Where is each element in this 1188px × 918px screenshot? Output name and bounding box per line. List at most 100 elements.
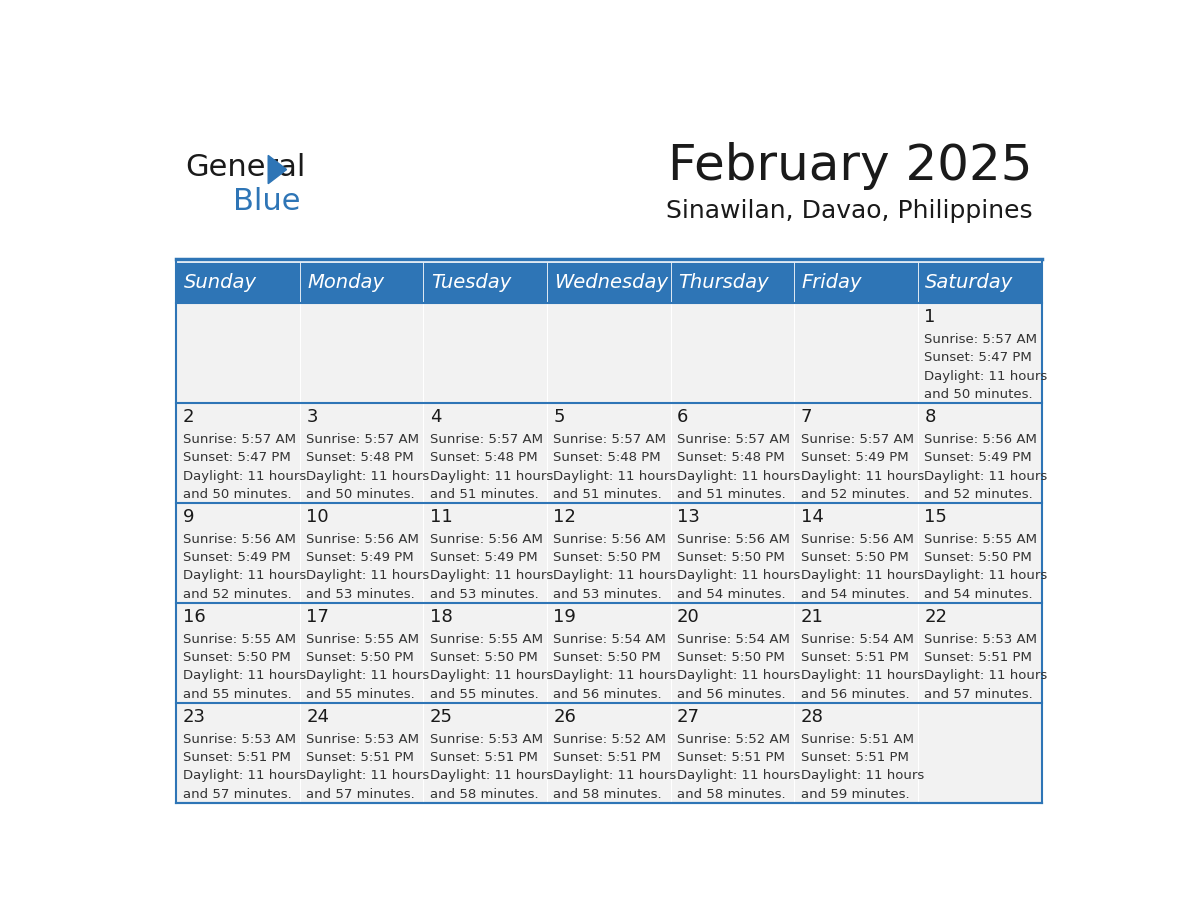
Text: 10: 10	[307, 508, 329, 526]
Text: and 56 minutes.: and 56 minutes.	[554, 688, 662, 700]
Text: Daylight: 11 hours: Daylight: 11 hours	[924, 469, 1048, 483]
Text: February 2025: February 2025	[668, 142, 1032, 190]
Text: 11: 11	[430, 508, 453, 526]
Text: 23: 23	[183, 708, 206, 726]
Text: Sunset: 5:48 PM: Sunset: 5:48 PM	[554, 451, 661, 465]
Text: and 54 minutes.: and 54 minutes.	[677, 588, 785, 601]
Text: and 52 minutes.: and 52 minutes.	[924, 487, 1034, 501]
Text: Sunset: 5:48 PM: Sunset: 5:48 PM	[677, 451, 785, 465]
Text: Sunrise: 5:56 AM: Sunrise: 5:56 AM	[924, 432, 1037, 446]
Text: Sunrise: 5:57 AM: Sunrise: 5:57 AM	[924, 333, 1037, 346]
FancyBboxPatch shape	[795, 603, 918, 703]
Text: Sunrise: 5:54 AM: Sunrise: 5:54 AM	[677, 633, 790, 645]
FancyBboxPatch shape	[299, 703, 423, 803]
Text: and 50 minutes.: and 50 minutes.	[307, 487, 415, 501]
Text: Sunset: 5:50 PM: Sunset: 5:50 PM	[307, 651, 413, 664]
FancyBboxPatch shape	[671, 303, 795, 403]
Text: Sunset: 5:50 PM: Sunset: 5:50 PM	[801, 551, 909, 564]
FancyBboxPatch shape	[918, 403, 1042, 503]
Text: 14: 14	[801, 508, 823, 526]
Text: 19: 19	[554, 608, 576, 626]
Text: Sunrise: 5:55 AM: Sunrise: 5:55 AM	[183, 633, 296, 645]
Text: 4: 4	[430, 408, 441, 426]
Text: Sunset: 5:51 PM: Sunset: 5:51 PM	[801, 751, 909, 764]
Text: Daylight: 11 hours: Daylight: 11 hours	[677, 469, 801, 483]
Text: Sunset: 5:49 PM: Sunset: 5:49 PM	[307, 551, 413, 564]
Text: Blue: Blue	[233, 186, 301, 216]
Text: and 52 minutes.: and 52 minutes.	[183, 588, 291, 601]
Text: and 53 minutes.: and 53 minutes.	[307, 588, 415, 601]
FancyBboxPatch shape	[299, 403, 423, 503]
Polygon shape	[268, 155, 286, 184]
Text: and 54 minutes.: and 54 minutes.	[801, 588, 909, 601]
Text: and 58 minutes.: and 58 minutes.	[677, 788, 785, 800]
Text: Daylight: 11 hours: Daylight: 11 hours	[430, 469, 554, 483]
Text: Daylight: 11 hours: Daylight: 11 hours	[183, 769, 305, 782]
Text: Daylight: 11 hours: Daylight: 11 hours	[430, 769, 554, 782]
Text: Sunrise: 5:53 AM: Sunrise: 5:53 AM	[924, 633, 1037, 645]
FancyBboxPatch shape	[299, 303, 423, 403]
Text: Wednesday: Wednesday	[555, 274, 669, 292]
Text: 2: 2	[183, 408, 194, 426]
Text: Daylight: 11 hours: Daylight: 11 hours	[801, 569, 924, 583]
Text: and 58 minutes.: and 58 minutes.	[430, 788, 538, 800]
Text: 28: 28	[801, 708, 823, 726]
Text: and 57 minutes.: and 57 minutes.	[307, 788, 415, 800]
Text: Sunrise: 5:57 AM: Sunrise: 5:57 AM	[801, 432, 914, 446]
FancyBboxPatch shape	[546, 263, 671, 303]
Text: and 58 minutes.: and 58 minutes.	[554, 788, 662, 800]
FancyBboxPatch shape	[546, 603, 671, 703]
Text: Sunset: 5:51 PM: Sunset: 5:51 PM	[183, 751, 290, 764]
Text: Sunset: 5:51 PM: Sunset: 5:51 PM	[554, 751, 662, 764]
FancyBboxPatch shape	[299, 603, 423, 703]
Text: Daylight: 11 hours: Daylight: 11 hours	[801, 769, 924, 782]
Text: 18: 18	[430, 608, 453, 626]
Text: 13: 13	[677, 508, 700, 526]
Text: Sunset: 5:49 PM: Sunset: 5:49 PM	[924, 451, 1032, 465]
FancyBboxPatch shape	[546, 403, 671, 503]
Text: and 59 minutes.: and 59 minutes.	[801, 788, 909, 800]
Text: Sunday: Sunday	[183, 274, 257, 292]
Text: 8: 8	[924, 408, 936, 426]
FancyBboxPatch shape	[423, 263, 546, 303]
Text: and 51 minutes.: and 51 minutes.	[430, 487, 538, 501]
Text: Sunset: 5:49 PM: Sunset: 5:49 PM	[183, 551, 290, 564]
Text: Sunrise: 5:51 AM: Sunrise: 5:51 AM	[801, 733, 914, 745]
Text: and 55 minutes.: and 55 minutes.	[307, 688, 415, 700]
Text: Daylight: 11 hours: Daylight: 11 hours	[430, 569, 554, 583]
FancyBboxPatch shape	[918, 263, 1042, 303]
Text: Sunrise: 5:53 AM: Sunrise: 5:53 AM	[307, 733, 419, 745]
Text: Sunset: 5:51 PM: Sunset: 5:51 PM	[307, 751, 415, 764]
Text: 20: 20	[677, 608, 700, 626]
Text: Sunset: 5:50 PM: Sunset: 5:50 PM	[183, 651, 290, 664]
FancyBboxPatch shape	[671, 503, 795, 603]
FancyBboxPatch shape	[176, 403, 299, 503]
FancyBboxPatch shape	[671, 263, 795, 303]
FancyBboxPatch shape	[423, 603, 546, 703]
Text: Daylight: 11 hours: Daylight: 11 hours	[924, 669, 1048, 682]
Text: Sinawilan, Davao, Philippines: Sinawilan, Davao, Philippines	[665, 198, 1032, 222]
Text: Sunrise: 5:57 AM: Sunrise: 5:57 AM	[183, 432, 296, 446]
Text: and 56 minutes.: and 56 minutes.	[677, 688, 785, 700]
Text: Sunset: 5:50 PM: Sunset: 5:50 PM	[554, 551, 662, 564]
Text: Sunrise: 5:56 AM: Sunrise: 5:56 AM	[677, 532, 790, 545]
Text: 15: 15	[924, 508, 947, 526]
Text: Daylight: 11 hours: Daylight: 11 hours	[677, 769, 801, 782]
Text: Sunrise: 5:56 AM: Sunrise: 5:56 AM	[183, 532, 296, 545]
Text: 25: 25	[430, 708, 453, 726]
Text: Sunrise: 5:57 AM: Sunrise: 5:57 AM	[430, 432, 543, 446]
Text: Daylight: 11 hours: Daylight: 11 hours	[677, 669, 801, 682]
Text: 17: 17	[307, 608, 329, 626]
Text: Sunset: 5:49 PM: Sunset: 5:49 PM	[430, 551, 537, 564]
FancyBboxPatch shape	[176, 603, 299, 703]
Text: Tuesday: Tuesday	[431, 274, 511, 292]
Text: General: General	[185, 152, 305, 182]
Text: Sunset: 5:50 PM: Sunset: 5:50 PM	[554, 651, 662, 664]
FancyBboxPatch shape	[546, 303, 671, 403]
Text: Daylight: 11 hours: Daylight: 11 hours	[677, 569, 801, 583]
Text: Sunset: 5:47 PM: Sunset: 5:47 PM	[183, 451, 290, 465]
Text: Sunrise: 5:55 AM: Sunrise: 5:55 AM	[430, 633, 543, 645]
Text: Daylight: 11 hours: Daylight: 11 hours	[554, 769, 677, 782]
Text: Daylight: 11 hours: Daylight: 11 hours	[307, 469, 429, 483]
Text: and 57 minutes.: and 57 minutes.	[924, 688, 1034, 700]
